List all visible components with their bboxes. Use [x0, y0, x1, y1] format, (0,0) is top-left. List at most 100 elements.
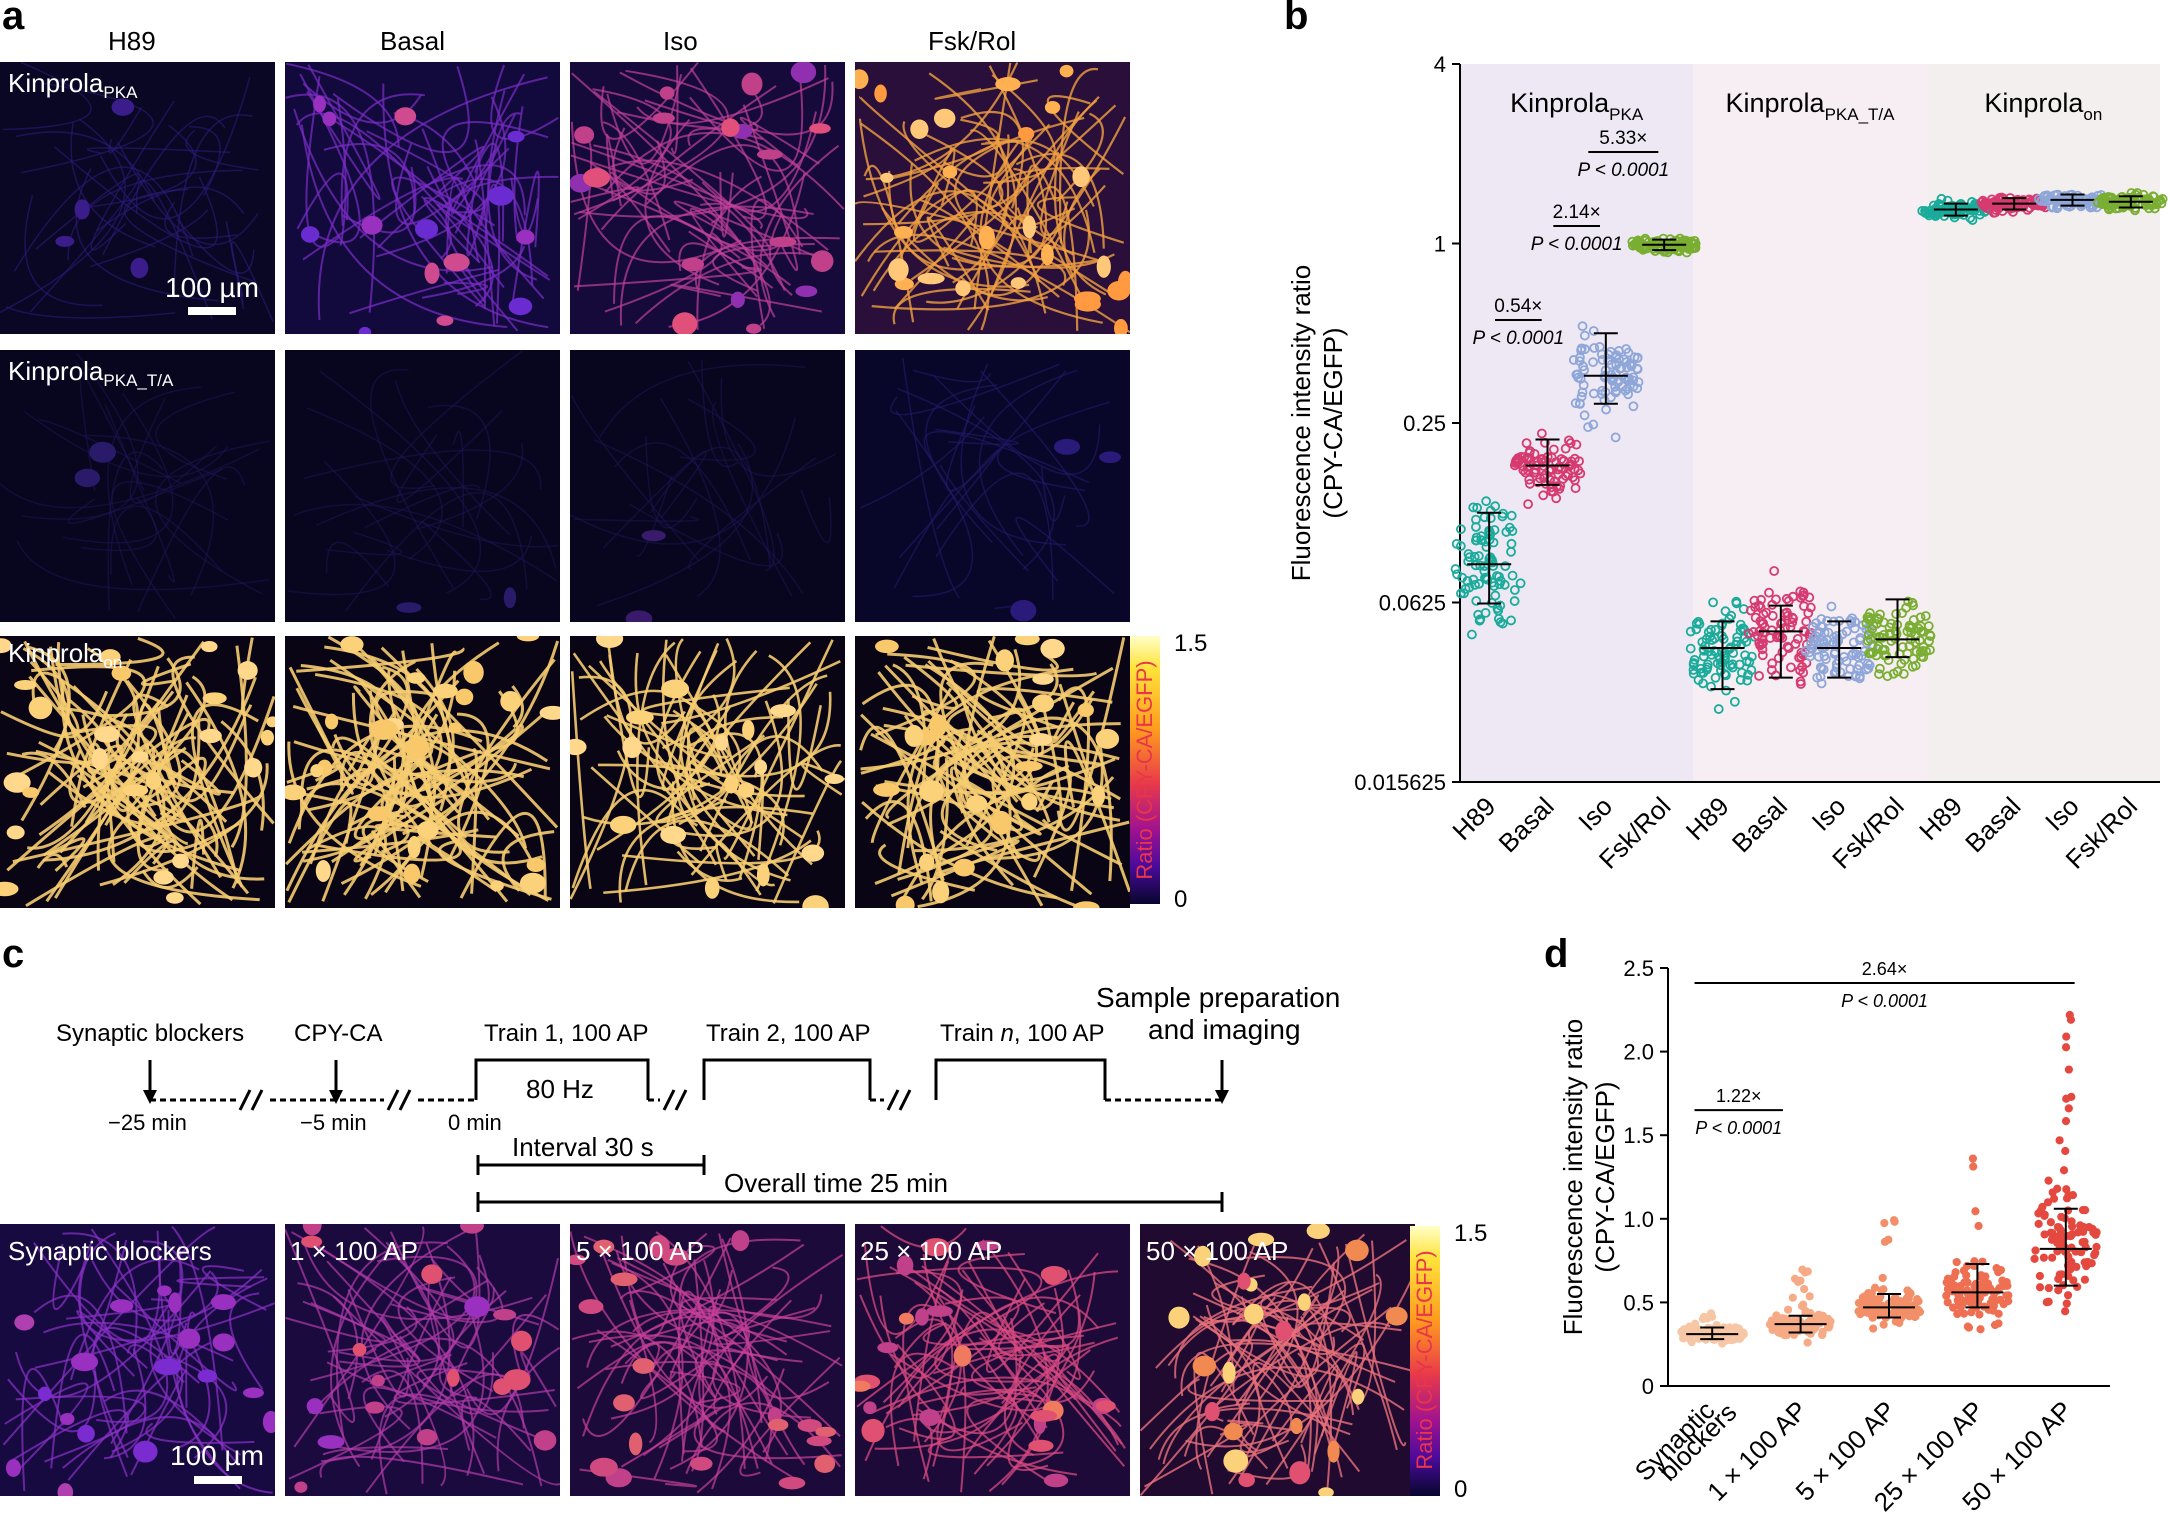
data-point — [1786, 662, 1796, 673]
data-point — [1749, 595, 1760, 606]
group-background — [1926, 64, 2160, 782]
data-point — [1923, 621, 1934, 631]
data-point — [1869, 1324, 1878, 1333]
data-point — [1544, 465, 1555, 476]
data-point — [1730, 1335, 1739, 1344]
data-point — [1811, 618, 1821, 628]
data-point — [1601, 404, 1611, 415]
data-point — [1519, 452, 1530, 463]
data-point — [2039, 1253, 2048, 1262]
panel-a-letter: a — [2, 0, 25, 38]
data-point — [2064, 1104, 2073, 1113]
y-tick-label: 1.5 — [1623, 1123, 1654, 1148]
data-point — [1732, 632, 1743, 643]
data-point — [1877, 632, 1888, 643]
data-point — [1915, 647, 1926, 658]
data-point — [1614, 346, 1624, 356]
data-point — [1798, 1265, 1807, 1274]
data-point — [1606, 359, 1617, 370]
data-point — [1459, 588, 1469, 599]
row-label-sub: on — [103, 653, 123, 673]
data-point — [1943, 1298, 1952, 1307]
data-point — [1766, 665, 1777, 675]
data-point — [1724, 644, 1735, 654]
row-label-kinprola-on: Kinprolaon — [8, 638, 122, 673]
image-label-synaptic-blockers: Synaptic blockers — [8, 1236, 212, 1266]
p-value-label: P < 0.0001 — [1472, 328, 1564, 349]
data-point — [1701, 634, 1712, 645]
data-point — [2080, 1237, 2089, 1246]
data-point — [1709, 646, 1720, 656]
data-point — [1698, 678, 1708, 689]
data-point — [2062, 1032, 2071, 1041]
data-point — [1729, 696, 1740, 707]
data-point — [1724, 613, 1735, 624]
scale-bar-label-c: 100 µm — [170, 1440, 264, 1471]
data-point — [1953, 1309, 1962, 1319]
step-train-n: Train n, 100 AP — [940, 1020, 1105, 1048]
data-point — [2061, 1307, 2070, 1316]
y-tick-label: 2.0 — [1623, 1040, 1654, 1065]
data-point — [1570, 398, 1581, 409]
micrograph-tile — [570, 62, 845, 334]
data-point — [1719, 669, 1730, 679]
micrograph-tile — [0, 62, 275, 334]
fold-change-label: 1.22× — [1716, 1086, 1762, 1106]
data-point — [1565, 438, 1576, 449]
data-point — [1456, 524, 1466, 535]
time-zero: 0 min — [448, 1110, 502, 1135]
data-point — [1811, 631, 1821, 642]
data-point — [1782, 607, 1792, 618]
data-point — [1745, 605, 1756, 616]
data-point — [1920, 207, 1931, 218]
data-point — [1701, 664, 1712, 675]
fold-change-label: 2.14× — [1553, 202, 1601, 223]
micrograph-tile — [570, 350, 845, 622]
data-point — [1903, 596, 1914, 607]
data-point — [1799, 601, 1809, 612]
data-point — [1509, 596, 1520, 606]
data-point — [1589, 343, 1600, 353]
micrograph-tile — [0, 350, 275, 622]
data-point — [1781, 1324, 1790, 1333]
data-point — [1715, 1331, 1724, 1340]
data-point — [2002, 1291, 2011, 1300]
data-point — [1588, 326, 1599, 336]
data-point — [1904, 1294, 1913, 1304]
interval-label: Interval 30 s — [512, 1132, 654, 1162]
data-point — [1978, 1278, 1987, 1288]
y-axis-label: (CPY-CA/EGFP) — [1318, 327, 1348, 518]
data-point — [1740, 650, 1751, 661]
data-point — [1956, 1303, 1965, 1312]
data-point — [1470, 579, 1480, 590]
data-point — [2144, 199, 2155, 210]
scale-bar-label-a: 100 µm — [165, 272, 259, 303]
y-tick-label: 0.0625 — [1379, 591, 1446, 616]
data-point — [1879, 644, 1890, 655]
data-point — [1782, 641, 1793, 652]
data-point — [1862, 658, 1873, 669]
data-point — [1561, 471, 1571, 481]
frequency-label: 80 Hz — [526, 1074, 594, 1104]
data-point — [1622, 383, 1633, 394]
data-point — [1721, 685, 1732, 696]
data-point — [2048, 1253, 2057, 1262]
data-point — [1800, 1284, 1809, 1294]
micrograph-tile — [570, 1224, 845, 1496]
data-point — [1739, 1330, 1748, 1339]
data-point — [1795, 676, 1806, 687]
micrograph-tile — [285, 62, 560, 334]
data-point — [1499, 579, 1510, 590]
data-point — [1506, 615, 1516, 626]
data-point — [1777, 1314, 1786, 1323]
data-point — [2092, 1228, 2101, 1237]
y-axis-label: Fluorescence intensity ratio — [1286, 265, 1316, 581]
data-point — [1950, 1272, 1959, 1281]
data-point — [1788, 591, 1798, 602]
train-n-prefix: Train — [940, 1020, 1001, 1047]
data-point — [1799, 1300, 1808, 1309]
data-point — [1796, 1276, 1805, 1285]
data-point — [1805, 602, 1816, 613]
data-point — [1870, 1295, 1880, 1304]
image-label-5x100: 5 × 100 AP — [576, 1236, 704, 1266]
